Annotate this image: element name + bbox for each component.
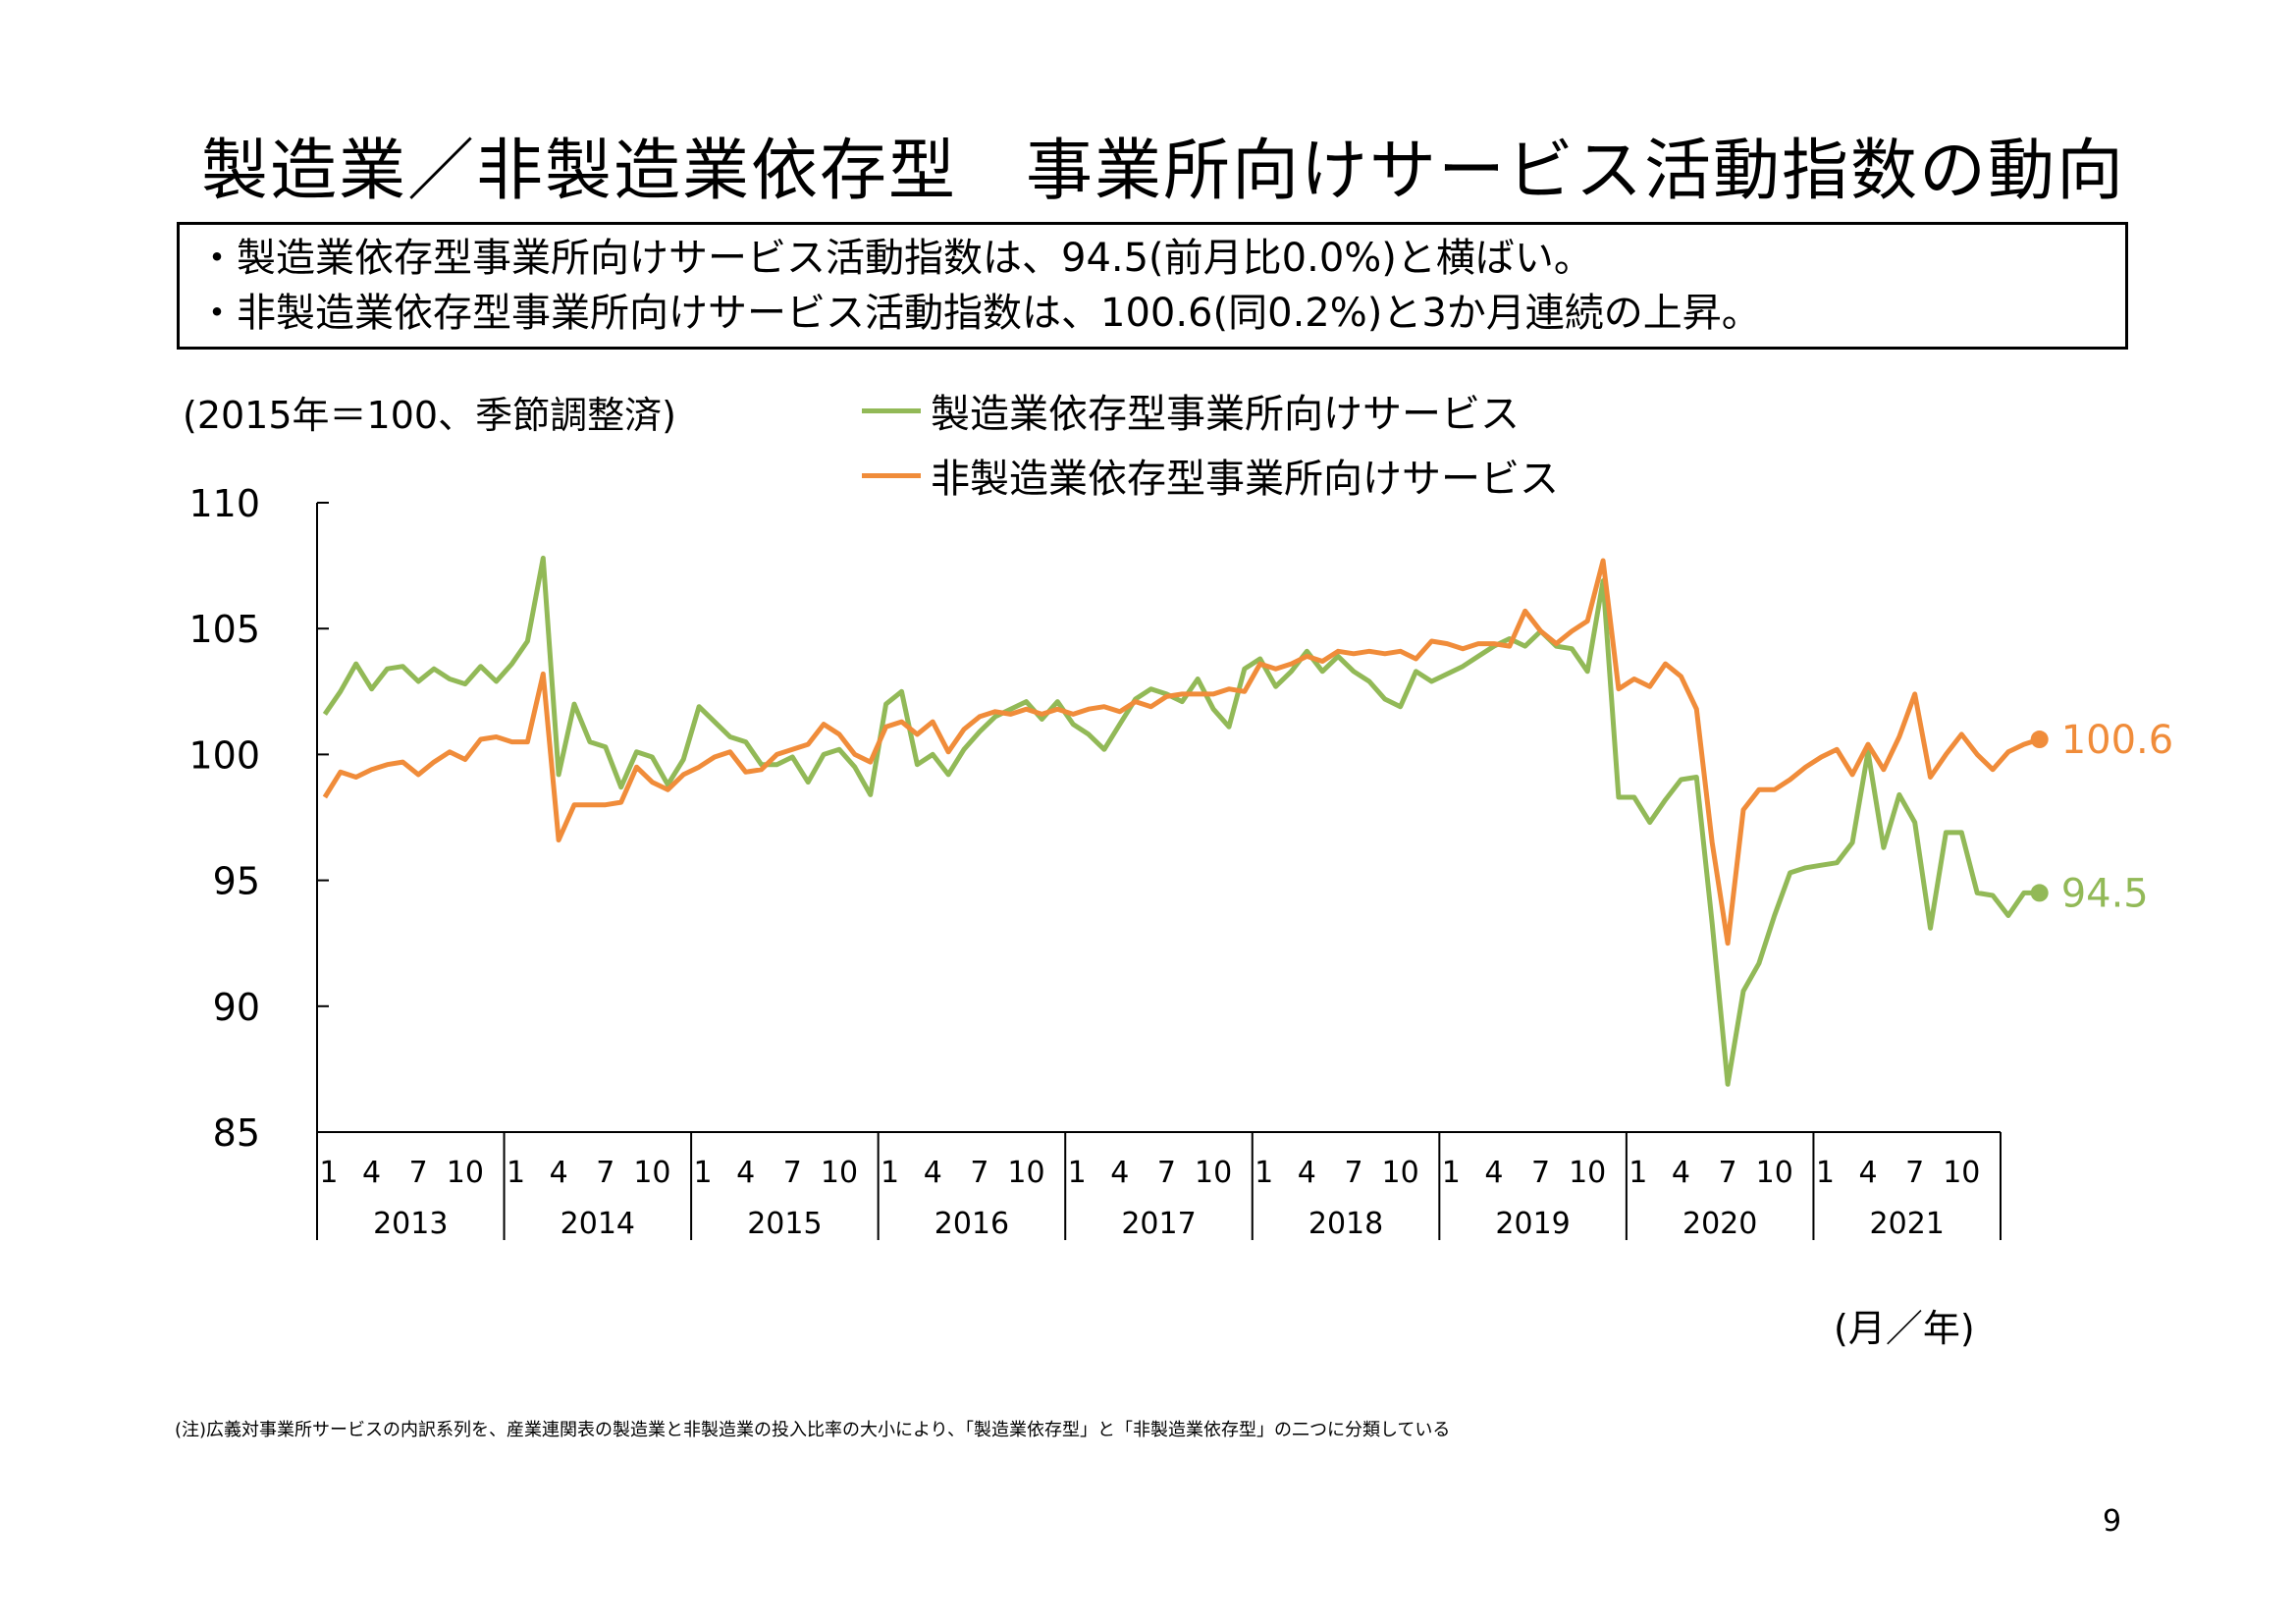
x-tick-label-month: 1 <box>1255 1156 1273 1190</box>
x-tick-label-month: 10 <box>821 1156 858 1190</box>
x-tick-label-month: 10 <box>1382 1156 1419 1190</box>
x-tick-label-month: 10 <box>1569 1156 1606 1190</box>
x-tick-label-month: 10 <box>1195 1156 1232 1190</box>
x-axis-unit-label: (月／年) <box>1834 1307 1975 1350</box>
x-tick-label-month: 1 <box>1816 1156 1835 1190</box>
series-end-label-non-manufacturing: 100.6 <box>2061 718 2174 763</box>
x-tick-label-month: 7 <box>783 1156 802 1190</box>
unit-note: (2015年＝100、季節調整済) <box>183 394 676 437</box>
x-tick-label-year: 2017 <box>1121 1207 1196 1241</box>
x-tick-label-year: 2014 <box>561 1207 635 1241</box>
x-tick-label-month: 4 <box>1484 1156 1503 1190</box>
series-line-non-manufacturing <box>322 558 2041 947</box>
x-tick-label-month: 4 <box>1858 1156 1877 1190</box>
x-tick-label-month: 1 <box>319 1156 338 1190</box>
x-tick-label-month: 1 <box>694 1156 713 1190</box>
x-tick-label-year: 2013 <box>373 1207 448 1241</box>
legend-label-manufacturing: 製造業依存型事業所向けサービス <box>931 392 1520 437</box>
legend-label-non-manufacturing: 非製造業依存型事業所向けサービス <box>931 457 1559 502</box>
x-tick-label-month: 1 <box>507 1156 525 1190</box>
series-end-marker-non-manufacturing <box>2030 731 2049 749</box>
summary-line-manufacturing: ・製造業依存型事業所向けサービス活動指数は、94.5(前月比0.0%)と横ばい。 <box>197 236 1593 281</box>
y-tick-label: 85 <box>213 1111 260 1155</box>
summary-line-non-manufacturing: ・非製造業依存型事業所向けサービス活動指数は、100.6(同0.2%)と3か月連… <box>197 291 1761 336</box>
x-tick-label-month: 7 <box>1344 1156 1362 1190</box>
x-tick-label-year: 2020 <box>1682 1207 1757 1241</box>
chart-legend: 製造業依存型事業所向けサービス 非製造業依存型事業所向けサービス <box>862 378 1559 508</box>
y-tick-label: 105 <box>188 608 260 651</box>
x-tick-label-month: 10 <box>1943 1156 1980 1190</box>
summary-box: ・製造業依存型事業所向けサービス活動指数は、94.5(前月比0.0%)と横ばい。… <box>177 222 2128 350</box>
x-tick-label-month: 4 <box>362 1156 381 1190</box>
x-tick-label-month: 1 <box>881 1156 899 1190</box>
legend-item-manufacturing: 製造業依存型事業所向けサービス <box>862 378 1559 443</box>
x-tick-label-month: 4 <box>550 1156 568 1190</box>
page-number: 9 <box>2103 1504 2122 1539</box>
x-tick-label-year: 2021 <box>1870 1207 1945 1241</box>
series-end-marker-manufacturing <box>2030 884 2049 902</box>
x-tick-label-month: 7 <box>409 1156 428 1190</box>
y-tick-label: 95 <box>213 860 260 903</box>
y-tick-label: 100 <box>188 733 260 777</box>
footnote: (注)広義対事業所サービスの内訳系列を、産業連関表の製造業と非製造業の投入比率の… <box>175 1420 1451 1440</box>
x-tick-label-month: 1 <box>1068 1156 1087 1190</box>
x-tick-label-month: 10 <box>447 1156 484 1190</box>
y-tick-label: 90 <box>213 986 260 1029</box>
x-tick-label-month: 7 <box>1531 1156 1550 1190</box>
legend-swatch-manufacturing <box>862 407 921 413</box>
x-tick-label-year: 2015 <box>747 1207 822 1241</box>
x-tick-label-month: 4 <box>736 1156 755 1190</box>
x-tick-label-month: 7 <box>596 1156 614 1190</box>
x-tick-label-month: 4 <box>1672 1156 1690 1190</box>
x-tick-label-year: 2016 <box>934 1207 1009 1241</box>
legend-item-non-manufacturing: 非製造業依存型事業所向けサービス <box>862 443 1559 508</box>
series-end-label-manufacturing: 94.5 <box>2061 871 2149 916</box>
x-tick-label-month: 7 <box>1157 1156 1176 1190</box>
x-tick-label-month: 10 <box>1756 1156 1793 1190</box>
x-tick-label-month: 10 <box>633 1156 670 1190</box>
x-tick-label-month: 10 <box>1007 1156 1044 1190</box>
x-tick-label-month: 4 <box>1298 1156 1316 1190</box>
x-tick-label-month: 7 <box>970 1156 988 1190</box>
x-tick-label-year: 2019 <box>1495 1207 1570 1241</box>
x-tick-label-year: 2018 <box>1308 1207 1383 1241</box>
page-title: 製造業／非製造業依存型 事業所向けサービス活動指数の動向 <box>201 133 2126 210</box>
x-tick-label-month: 1 <box>1442 1156 1461 1190</box>
x-tick-label-month: 1 <box>1629 1156 1647 1190</box>
y-tick-label: 110 <box>188 482 260 525</box>
x-tick-label-month: 7 <box>1905 1156 1924 1190</box>
x-tick-label-month: 7 <box>1719 1156 1737 1190</box>
x-tick-label-month: 4 <box>1110 1156 1129 1190</box>
series-line-manufacturing <box>322 555 2040 1087</box>
x-tick-label-month: 4 <box>924 1156 942 1190</box>
legend-swatch-non-manufacturing <box>862 472 921 478</box>
